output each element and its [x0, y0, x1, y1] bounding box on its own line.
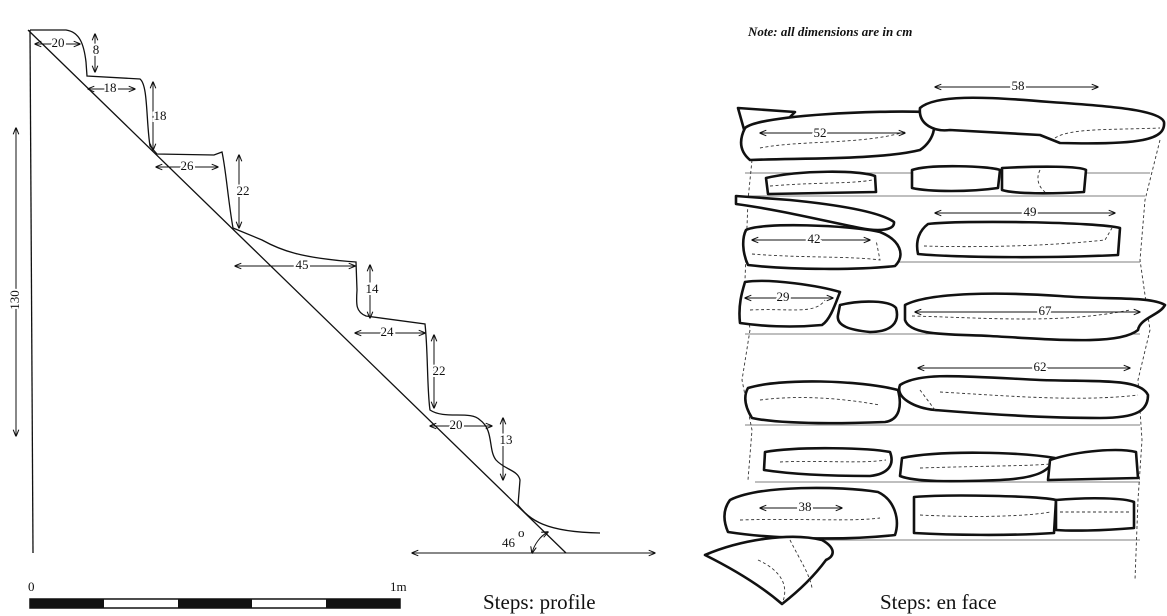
- stone: [910, 164, 1002, 193]
- dimension-label: 14: [366, 281, 380, 296]
- scale-segment: [30, 599, 104, 608]
- stone: [764, 170, 878, 196]
- dimension-label: 38: [799, 499, 812, 514]
- stone: [1046, 448, 1140, 482]
- scale-segment: [326, 599, 400, 608]
- stone: [734, 194, 896, 232]
- note: Note: all dimensions are in cm: [747, 24, 912, 39]
- stone: [762, 446, 893, 478]
- stone-detail: [739, 127, 1161, 605]
- stone: [1000, 165, 1088, 195]
- dimension-label: 62: [1034, 359, 1047, 374]
- stone: [741, 223, 902, 271]
- angle-unit: o: [518, 525, 525, 540]
- stone: [898, 451, 1057, 483]
- step-profile: [30, 29, 601, 534]
- stone: [915, 220, 1122, 259]
- wall-line: [29, 29, 34, 554]
- stone: [912, 494, 1058, 537]
- dimension-label: 24: [381, 324, 395, 339]
- dimension-label: 29: [777, 289, 790, 304]
- scale-bar: [29, 598, 401, 609]
- dimension-label: 8: [93, 42, 100, 57]
- en-face: Note: all dimensions are in cm: [703, 24, 1167, 614]
- stone: [918, 96, 1166, 145]
- dimension-label: 26: [181, 158, 195, 173]
- dimension-label: 49: [1024, 204, 1037, 219]
- stone: [703, 535, 834, 606]
- stone: [836, 300, 899, 334]
- slope-line: [27, 29, 567, 554]
- stone: [903, 292, 1167, 342]
- dimension-label: 20: [450, 417, 463, 432]
- dimension-label: 22: [237, 183, 250, 198]
- scale-end: 1m: [390, 579, 407, 594]
- angle-arc: [532, 532, 548, 553]
- stone: [1054, 496, 1136, 532]
- wall-edge: [1134, 139, 1161, 581]
- stone: [738, 279, 842, 328]
- height-label: 130: [7, 290, 22, 310]
- angle-label: 46: [502, 535, 516, 550]
- scale-start: 0: [28, 579, 35, 594]
- dimension-label: 52: [814, 125, 827, 140]
- dimension-label: 22: [433, 363, 446, 378]
- scale-segment: [178, 599, 252, 608]
- caption: Steps: en face: [880, 590, 997, 614]
- dimension-label: 18: [104, 80, 117, 95]
- caption: Steps: profile: [483, 590, 596, 614]
- dimension-label: 13: [500, 432, 513, 447]
- dimension-label: 45: [296, 257, 309, 272]
- dimension-label: 58: [1012, 78, 1025, 93]
- stone: [723, 486, 899, 540]
- profile: 20 8 18 18 26 22 45 14 24 22 20 13 130 4…: [5, 29, 655, 614]
- dimension-label: 18: [154, 108, 167, 123]
- dimension-label: 20: [52, 35, 65, 50]
- dimension-label: 42: [808, 231, 821, 246]
- stone: [744, 380, 902, 425]
- dimension-label: 67: [1039, 303, 1053, 318]
